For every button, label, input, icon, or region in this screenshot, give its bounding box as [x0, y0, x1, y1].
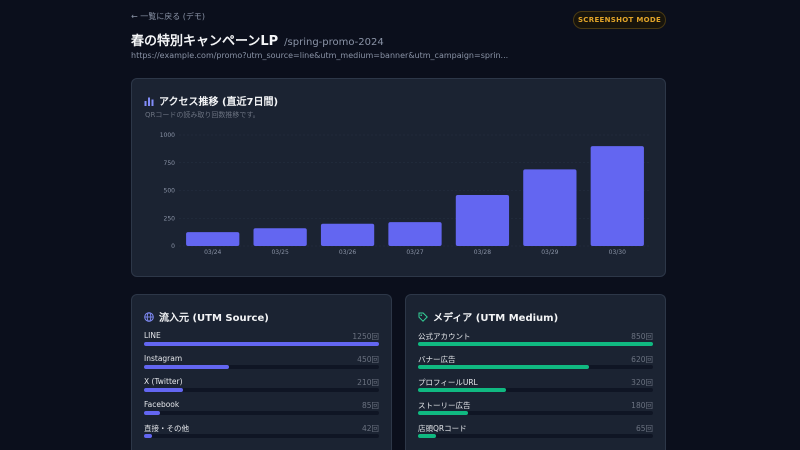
medium-row: プロフィールURL 320回 — [418, 377, 653, 400]
source-label: LINE — [144, 331, 161, 340]
medium-bar-track — [418, 434, 653, 438]
source-label: Instagram — [144, 354, 183, 363]
source-count: 42回 — [361, 424, 379, 433]
medium-count: 850回 — [631, 332, 653, 341]
back-link[interactable]: ← 一覧に戻る (デモ) — [131, 11, 205, 22]
source-bar-fill — [144, 342, 379, 346]
access-card-title: アクセス推移 (直近7日間) — [159, 97, 279, 108]
source-row: 直接・その他 42回 — [144, 423, 379, 446]
source-count: 210回 — [357, 378, 379, 387]
page-title: 春の特別キャンペーンLP — [131, 34, 279, 49]
x-tick-label: 03/25 — [271, 249, 288, 256]
medium-bar-fill — [418, 434, 436, 438]
source-label: 直接・その他 — [144, 424, 189, 433]
medium-count: 320回 — [631, 378, 653, 387]
source-bar-track — [144, 365, 379, 369]
medium-bar-track — [418, 342, 653, 346]
medium-row: 公式アカウント 850回 — [418, 331, 653, 354]
source-label: Facebook — [144, 400, 180, 409]
source-label: X (Twitter) — [144, 377, 183, 386]
chart-bar — [186, 232, 240, 246]
source-card-title: 流入元 (UTM Source) — [159, 313, 269, 324]
medium-card-header: メディア (UTM Medium) — [418, 309, 558, 324]
source-bar-track — [144, 342, 379, 346]
campaign-url: https://example.com/promo?utm_source=lin… — [131, 51, 509, 60]
y-tick-label: 500 — [164, 188, 176, 195]
x-tick-label: 03/26 — [339, 249, 356, 256]
source-row: X (Twitter) 210回 — [144, 377, 379, 400]
medium-row: ストーリー広告 180回 — [418, 400, 653, 423]
access-bar-chart: 0 250 500 750 1000 03/24 03/25 03/26 03/27 03/28 0… — [160, 132, 651, 256]
chart-bar — [455, 194, 510, 246]
source-bar-track — [144, 434, 379, 438]
medium-label: 公式アカウント — [418, 332, 471, 341]
medium-bar-fill — [418, 342, 653, 346]
tag-icon — [418, 312, 428, 322]
source-bar-fill — [144, 365, 229, 369]
source-bar-fill — [144, 388, 184, 392]
access-chart-card: アクセス推移 (直近7日間) QRコードの読み取り回数推移です。 0 250 500… — [131, 78, 666, 277]
source-row: Instagram 450回 — [144, 354, 379, 377]
y-tick-label: 250 — [164, 215, 176, 222]
chart-bar — [320, 223, 375, 246]
medium-count: 180回 — [631, 401, 653, 410]
medium-label: ストーリー広告 — [418, 401, 471, 410]
back-link-label[interactable]: ← 一覧に戻る (デモ) — [131, 12, 206, 21]
source-row: Facebook 85回 — [144, 400, 379, 423]
medium-label: プロフィールURL — [418, 378, 478, 387]
x-tick-label: 03/29 — [541, 249, 558, 256]
chart-bar — [523, 169, 577, 246]
access-card-header: アクセス推移 (直近7日間) — [144, 93, 278, 108]
medium-card-title: メディア (UTM Medium) — [433, 313, 559, 324]
screenshot-mode-badge: SCREENSHOT MODE — [573, 11, 666, 29]
source-bar-track — [144, 388, 379, 392]
medium-bar-track — [418, 388, 653, 392]
source-card-header: 流入元 (UTM Source) — [144, 309, 269, 324]
chart-bar — [590, 146, 644, 246]
source-count: 1250回 — [352, 332, 379, 341]
source-row: LINE 1250回 — [144, 331, 379, 354]
source-count: 450回 — [357, 355, 379, 364]
medium-row: バナー広告 620回 — [418, 354, 653, 377]
medium-bar-track — [418, 411, 653, 415]
medium-label: 店頭QRコード — [418, 424, 467, 433]
page-slug: /spring-promo-2024 — [284, 37, 384, 48]
source-bar-track — [144, 411, 379, 415]
globe-icon — [144, 311, 154, 322]
medium-label: バナー広告 — [418, 355, 456, 364]
medium-row: 店頭QRコード 65回 — [418, 423, 653, 446]
medium-bar-fill — [418, 388, 507, 392]
medium-bar-fill — [418, 411, 468, 415]
y-tick-label: 1000 — [160, 132, 175, 139]
source-count: 85回 — [361, 401, 379, 410]
title-row: 春の特別キャンペーンLP /spring-promo-2024 — [131, 30, 384, 49]
x-tick-label: 03/28 — [474, 249, 491, 256]
medium-count: 620回 — [631, 355, 653, 364]
source-bar-fill — [144, 411, 160, 415]
x-tick-label: 03/27 — [406, 249, 423, 256]
y-tick-label: 750 — [164, 160, 176, 167]
source-list: LINE 1250回 Instagram 450回 X (Twitter) 210回 Fac… — [144, 331, 379, 446]
access-card-subtitle: QRコードの読み取り回数推移です。 — [145, 111, 260, 119]
medium-count: 65回 — [635, 424, 653, 433]
medium-bar-track — [418, 365, 653, 369]
utm-source-card: 流入元 (UTM Source) LINE 1250回 Instagram 450回 X… — [131, 294, 392, 450]
chart-bar — [253, 228, 307, 246]
medium-list: 公式アカウント 850回バナー広告 620回プロフィールURL 320回ストーリー広告… — [418, 331, 653, 446]
chart-bar — [388, 222, 442, 246]
utm-medium-card: メディア (UTM Medium) 公式アカウント 850回バナー広告 620回プロ… — [405, 294, 666, 450]
x-tick-label: 03/24 — [204, 249, 221, 256]
y-tick-label: 0 — [171, 243, 175, 250]
medium-bar-fill — [418, 365, 590, 369]
bar-chart-icon — [144, 97, 154, 106]
source-bar-fill — [144, 434, 152, 438]
x-tick-label: 03/30 — [609, 249, 626, 256]
